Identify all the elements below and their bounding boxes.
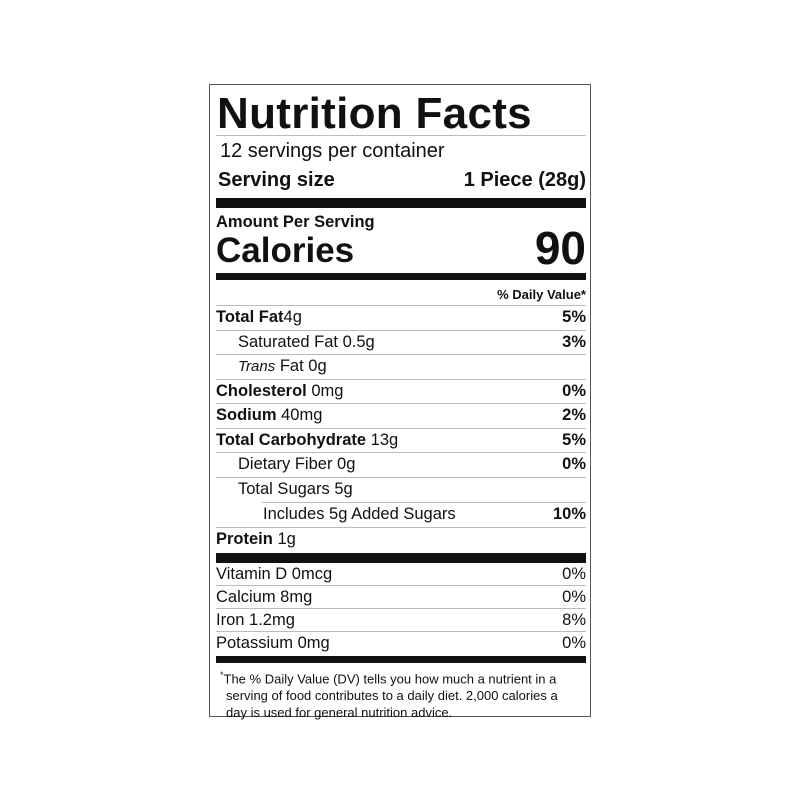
nutrient-row-trans-fat: Trans Fat 0g [216, 355, 586, 380]
nutrient-name: Total Fat [216, 308, 284, 327]
nutrient-dv: 5% [562, 308, 586, 327]
nutrient-row-saturated-fat: Saturated Fat 0.5g 3% [216, 331, 586, 355]
thick-divider [216, 273, 586, 280]
serving-size-label: Serving size [218, 169, 335, 191]
nutrient-row-added-sugars: Includes 5g Added Sugars 10% [216, 503, 586, 528]
vitamin-name: Calcium 8mg [216, 587, 313, 606]
vitamin-dv: 0% [562, 564, 586, 583]
vitamin-dv: 0% [562, 587, 586, 606]
nutrient-amount: 4g [283, 308, 302, 327]
label-title: Nutrition Facts [216, 85, 586, 138]
nutrient-amount: 0g [337, 455, 356, 474]
vitamin-row: Calcium 8mg 0% [216, 586, 586, 609]
nutrient-row-protein: Protein 1g [216, 528, 586, 553]
amount-per-serving: Amount Per Serving [216, 213, 375, 231]
vitamin-name: Iron 1.2mg [216, 610, 295, 629]
nutrient-name: Protein [216, 530, 273, 549]
nutrient-dv: 5% [562, 430, 586, 449]
nutrient-amount: 1g [277, 530, 296, 549]
nutrient-name-italic: Trans [238, 358, 276, 376]
nutrient-name: Cholesterol [216, 381, 307, 400]
nutrient-name: Sodium [216, 406, 277, 425]
vitamin-dv: 8% [562, 610, 586, 629]
nutrient-dv: 0% [562, 455, 586, 474]
nutrient-dv: 2% [562, 406, 586, 425]
thick-divider [216, 198, 586, 208]
vitamin-name: Vitamin D 0mcg [216, 564, 333, 583]
serving-size-row: Serving size 1 Piece (28g) [216, 164, 586, 198]
nutrient-dv: 0% [562, 381, 586, 400]
nutrient-amount: 13g [370, 430, 399, 449]
divider [262, 502, 586, 503]
nutrient-name: Dietary Fiber [238, 455, 333, 474]
nutrient-name: Total Sugars [238, 480, 330, 499]
vitamin-name: Potassium 0mg [216, 634, 330, 652]
nutrient-dv: 10% [552, 505, 586, 524]
nutrient-name: Fat [279, 357, 304, 376]
vitamin-row: Iron 1.2mg 8% [216, 609, 586, 632]
nutrient-row-cholesterol: Cholesterol 0mg 0% [216, 380, 586, 404]
nutrient-name: Saturated Fat [238, 332, 338, 351]
footnote-text: The % Daily Value (DV) tells you how muc… [223, 671, 558, 721]
thick-divider [216, 656, 586, 663]
footnote: *The % Daily Value (DV) tells you how mu… [216, 663, 586, 721]
vitamin-row: Vitamin D 0mcg 0% [216, 563, 586, 586]
nutrient-row-total-sugars: Total Sugars 5g [216, 478, 586, 503]
nutrient-amount: 5g [334, 480, 353, 499]
nutrient-name: Includes 5g Added Sugars [263, 505, 456, 524]
serving-size-value: 1 Piece (28g) [463, 169, 586, 191]
calories-label: Calories [216, 231, 355, 270]
vitamin-dv: 0% [562, 634, 586, 652]
nutrient-name: Total Carbohydrate [216, 430, 367, 449]
nutrient-amount: 0g [308, 357, 327, 376]
nutrient-row-total-carbohydrate: Total Carbohydrate 13g 5% [216, 429, 586, 453]
servings-per-container: 12 servings per container [220, 140, 445, 162]
footnote-marker: * [220, 670, 224, 680]
calories-row: Calories 90 [216, 225, 586, 271]
nutrient-row-total-fat: Total Fat4g 5% [216, 306, 586, 331]
nutrient-amount: 40mg [281, 406, 323, 425]
nutrient-row-sodium: Sodium 40mg 2% [216, 404, 586, 429]
daily-value-header: % Daily Value* [216, 280, 586, 306]
calories-value: 90 [534, 222, 586, 274]
vitamin-row: Potassium 0mg 0% [216, 632, 586, 655]
thick-divider [216, 553, 586, 563]
nutrient-row-dietary-fiber: Dietary Fiber 0g 0% [216, 453, 586, 478]
nutrition-facts-label: Nutrition Facts 12 servings per containe… [209, 84, 591, 720]
nutrient-amount: 0mg [311, 381, 344, 400]
nutrient-amount: 0.5g [342, 332, 375, 351]
nutrient-dv: 3% [562, 332, 586, 351]
